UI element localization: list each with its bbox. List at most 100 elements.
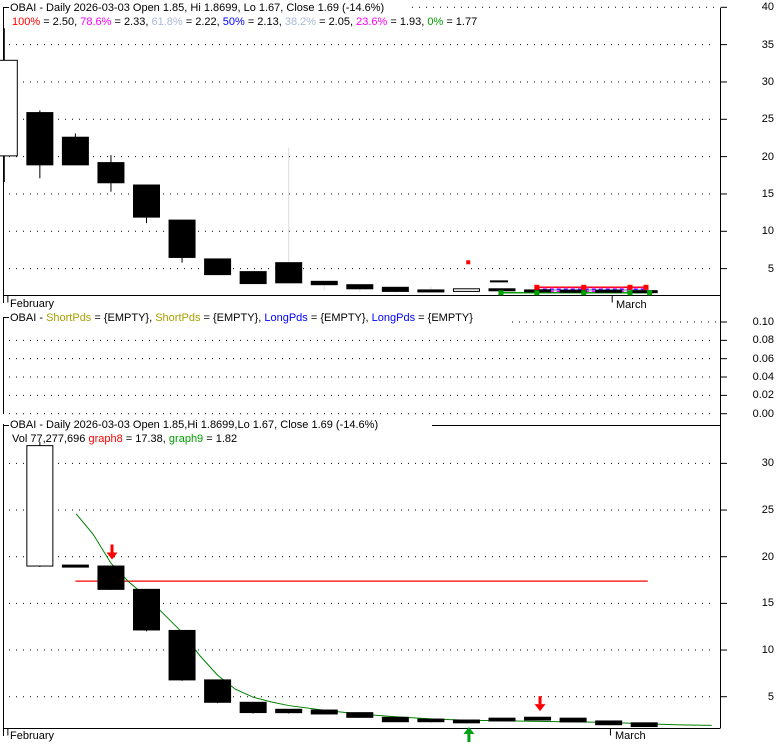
candle xyxy=(595,720,623,726)
y-axis-label: 30 xyxy=(761,75,774,88)
candle xyxy=(630,290,658,294)
text-segment: graph8 xyxy=(88,433,123,445)
candle xyxy=(452,288,480,292)
y-axis-label: 0.10 xyxy=(752,316,774,328)
text-segment: = 17.38, xyxy=(122,433,169,445)
candle xyxy=(204,258,232,276)
text-segment: = 1.77 xyxy=(443,16,478,28)
candle xyxy=(381,716,409,723)
candle xyxy=(275,262,303,284)
panel2-title: OBAI - ShortPds = {EMPTY}, ShortPds = {E… xyxy=(10,312,473,324)
text-segment: 50% xyxy=(222,16,245,28)
candle xyxy=(97,565,125,590)
candle xyxy=(559,717,587,723)
candle xyxy=(417,289,445,293)
month-label-february-top: February xyxy=(10,298,55,310)
arrow-up-icon xyxy=(467,734,471,743)
text-segment: = {EMPTY} xyxy=(415,312,473,324)
month-label-february-bottom: February xyxy=(10,730,55,742)
candle xyxy=(168,629,196,681)
candle xyxy=(97,162,125,184)
arrow-down-icon xyxy=(538,696,542,705)
candle xyxy=(275,708,303,714)
y-axis-label: 0.04 xyxy=(752,371,774,384)
panel3-title: OBAI - Daily 2026-03-03 Open 1.85,Hi 1.8… xyxy=(10,419,378,431)
panel1-fib-readout: 100% = 2.50, 78.6% = 2.33, 61.8% = 2.22,… xyxy=(12,16,477,28)
y-axis-label: 5 xyxy=(767,690,774,703)
fib-marker xyxy=(498,290,504,296)
y-axis-label: 0.06 xyxy=(752,352,774,365)
y-axis-label: 5 xyxy=(767,262,774,275)
text-segment: = {EMPTY}, xyxy=(91,312,156,324)
candle xyxy=(204,679,232,703)
text-segment: ShortPds xyxy=(155,312,201,324)
candle xyxy=(239,701,267,714)
candle xyxy=(133,588,160,631)
text-segment: Vol 77,277,696 xyxy=(12,433,89,445)
candle xyxy=(417,718,445,723)
y-axis-label: 15 xyxy=(761,187,774,200)
y-axis-label: 20 xyxy=(761,150,774,163)
fib-marker xyxy=(534,290,540,296)
arrow-down-icon xyxy=(110,544,114,553)
y-axis-label: 0.08 xyxy=(752,334,774,347)
price-dot-marker xyxy=(466,260,471,265)
month-label-march-top: March xyxy=(616,299,647,311)
text-segment: 23.6% xyxy=(356,16,388,28)
candle xyxy=(630,722,658,728)
fib-marker xyxy=(643,284,649,290)
candle xyxy=(61,564,89,568)
text-segment: = {EMPTY}, xyxy=(200,312,265,324)
candle xyxy=(452,719,480,724)
month-label-march-bottom: March xyxy=(615,730,646,742)
text-segment: = 2.13, xyxy=(244,16,285,28)
candle xyxy=(381,286,409,292)
y-axis-label: 35 xyxy=(761,38,774,51)
fib-marker xyxy=(581,284,587,290)
y-axis-label: 25 xyxy=(761,504,774,517)
arrow-down-icon xyxy=(106,552,118,560)
text-segment: ShortPds xyxy=(46,312,92,324)
y-axis-label: 0.02 xyxy=(752,389,774,402)
fib-marker xyxy=(627,290,633,296)
candle xyxy=(488,717,516,722)
candle xyxy=(346,712,374,718)
text-segment: 100% xyxy=(12,16,41,28)
candle xyxy=(168,219,196,258)
text-segment: 0% xyxy=(427,16,444,28)
text-segment: = 2.05, xyxy=(316,16,357,28)
text-segment: OBAI - Daily 2026-03-03 Open 1.85, Hi 1.… xyxy=(10,2,385,14)
y-axis-label: 10 xyxy=(761,225,774,238)
text-segment: graph9 xyxy=(168,433,204,445)
candle xyxy=(310,280,338,286)
candle xyxy=(346,284,374,290)
candle xyxy=(133,184,160,218)
text-segment: 78.6% xyxy=(80,16,112,28)
panel1-title: OBAI - Daily 2026-03-03 Open 1.85, Hi 1.… xyxy=(10,2,384,14)
y-axis-label: 20 xyxy=(761,550,774,563)
candle xyxy=(26,445,54,567)
y-axis-label: 30 xyxy=(761,457,774,470)
arrow-up-icon xyxy=(463,727,475,735)
panel3-volume-readout: Vol 77,277,696 graph8 = 17.38, graph9 = … xyxy=(12,433,237,445)
text-segment: OBAI - Daily 2026-03-03 Open 1.85,Hi 1.8… xyxy=(10,419,379,431)
y-axis-label: 25 xyxy=(761,113,774,126)
text-segment: LongPds xyxy=(264,312,308,324)
y-axis-label: 15 xyxy=(761,597,774,610)
text-segment: = 2.22, xyxy=(182,16,223,28)
text-segment: = 1.82 xyxy=(203,433,238,445)
candle xyxy=(26,112,54,166)
fib-marker xyxy=(534,284,540,290)
y-axis-label: 0.00 xyxy=(752,407,774,420)
text-segment: = {EMPTY}, xyxy=(307,312,372,324)
fib-marker xyxy=(581,290,587,296)
fib-marker xyxy=(627,284,633,290)
text-segment: 61.8% xyxy=(151,16,183,28)
candle xyxy=(61,136,89,166)
candle xyxy=(239,271,267,285)
candle xyxy=(524,716,552,721)
candle xyxy=(0,59,18,157)
candle xyxy=(310,709,338,715)
arrow-down-icon xyxy=(534,704,546,712)
